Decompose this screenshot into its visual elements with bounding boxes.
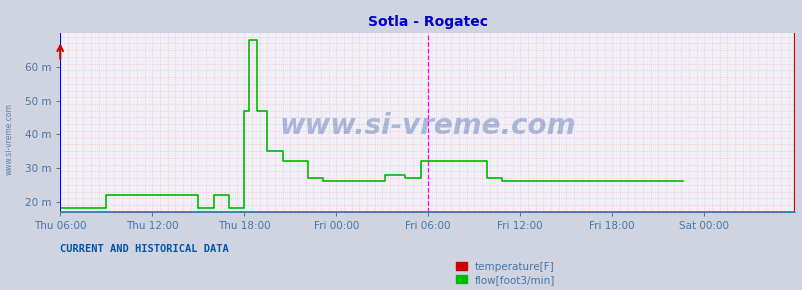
Text: CURRENT AND HISTORICAL DATA: CURRENT AND HISTORICAL DATA (60, 244, 229, 254)
Text: www.si-vreme.com: www.si-vreme.com (5, 103, 14, 175)
Title: Sotla - Rogatec: Sotla - Rogatec (367, 15, 487, 29)
Text: www.si-vreme.com: www.si-vreme.com (279, 112, 575, 140)
Legend: temperature[F], flow[foot3/min]: temperature[F], flow[foot3/min] (456, 262, 555, 285)
